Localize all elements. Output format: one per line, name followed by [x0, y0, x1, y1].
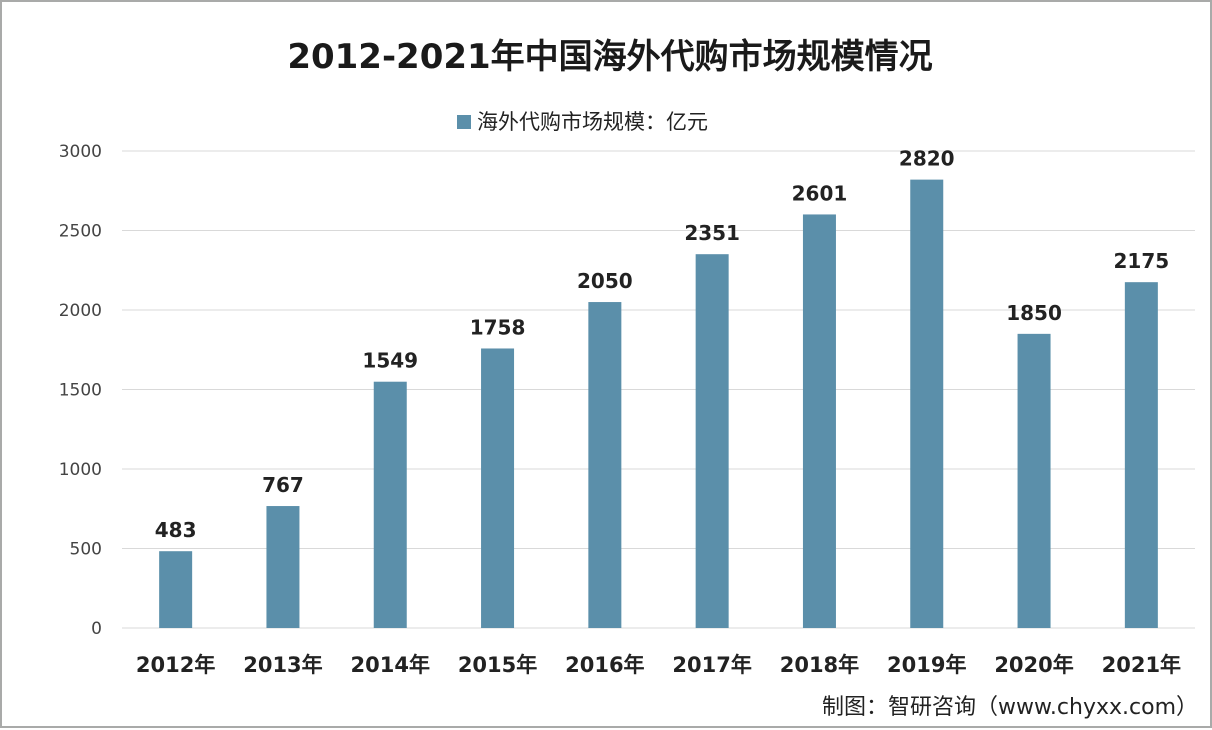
- x-tick-label: 2021年: [1102, 653, 1181, 677]
- y-tick-label: 2500: [59, 222, 102, 242]
- chart-title: 2012-2021年中国海外代购市场规模情况: [287, 37, 932, 77]
- data-label: 767: [262, 473, 304, 497]
- y-tick-label: 3000: [59, 142, 102, 162]
- legend: 海外代购市场规模：亿元: [457, 110, 708, 134]
- y-tick-label: 2000: [59, 301, 102, 321]
- x-tick-label: 2019年: [887, 653, 966, 677]
- bar-2021年: [1124, 282, 1158, 628]
- legend-label: 海外代购市场规模：亿元: [477, 110, 708, 134]
- data-label: 1549: [362, 349, 418, 373]
- bar-2020年: [1017, 333, 1051, 628]
- bar-2014年: [373, 381, 407, 628]
- x-tick-label: 2018年: [780, 653, 859, 677]
- bar-2015年: [481, 348, 515, 628]
- x-tick-label: 2015年: [458, 653, 537, 677]
- y-tick-label: 1000: [59, 460, 102, 480]
- data-label: 2175: [1114, 249, 1170, 273]
- x-tick-label: 2013年: [243, 653, 322, 677]
- bar-2012年: [159, 551, 193, 628]
- bar-2017年: [695, 254, 729, 629]
- x-tick-label: 2014年: [351, 653, 430, 677]
- y-tick-label: 0: [91, 619, 102, 639]
- x-tick-label: 2012年: [136, 653, 215, 677]
- data-label: 483: [155, 518, 197, 542]
- source-note: 制图：智研咨询（www.chyxx.com）: [822, 695, 1198, 720]
- x-tick-label: 2020年: [994, 653, 1073, 677]
- x-tick-label: 2017年: [672, 653, 751, 677]
- y-tick-label: 1500: [59, 381, 102, 401]
- bar-2016年: [588, 302, 622, 628]
- x-tick-label: 2016年: [565, 653, 644, 677]
- bar-2018年: [802, 214, 836, 629]
- data-label: 1758: [470, 315, 526, 339]
- data-label: 2351: [684, 221, 740, 245]
- data-label: 2050: [577, 269, 633, 293]
- data-label: 1850: [1006, 301, 1062, 325]
- y-tick-label: 500: [70, 540, 102, 560]
- data-label: 2820: [899, 147, 955, 171]
- data-label: 2601: [792, 181, 848, 205]
- bar-2013年: [266, 506, 300, 628]
- bar-2019年: [910, 179, 944, 628]
- legend-swatch: [457, 115, 471, 129]
